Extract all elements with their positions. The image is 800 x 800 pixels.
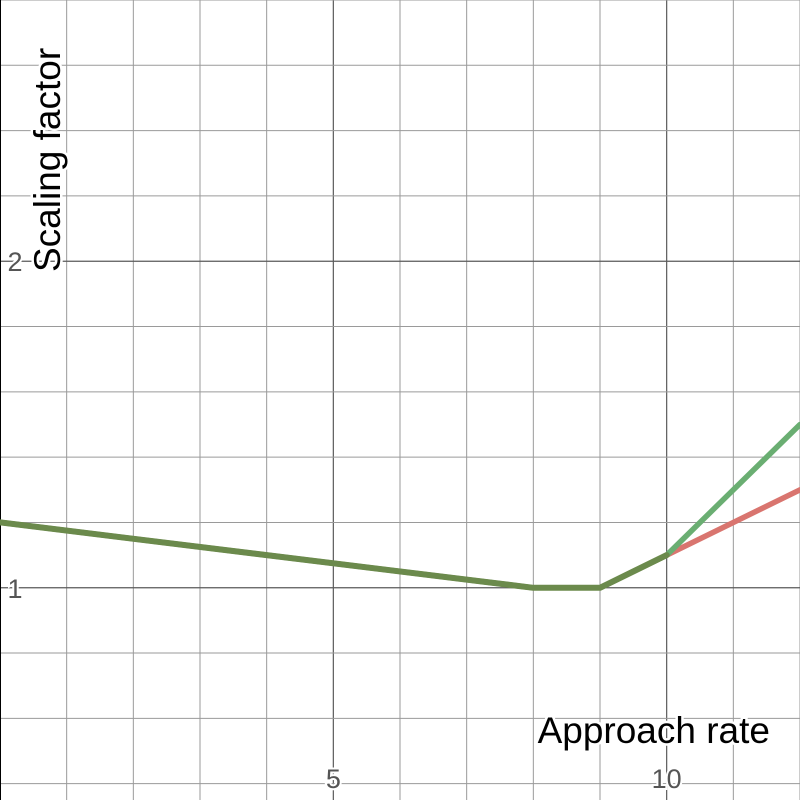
series-group xyxy=(0,421,800,591)
tick-labels: 5 10 1 2 xyxy=(5,245,683,796)
y-tick-label: 2 xyxy=(7,247,22,277)
x-tick-label: 5 xyxy=(326,764,341,794)
x-axis-label: Approach rate xyxy=(538,710,770,751)
series-overlap-line xyxy=(0,519,670,591)
y-axis-label: Scaling factor xyxy=(27,48,68,272)
y-tick-label: 1 xyxy=(7,574,22,604)
x-tick-label: 10 xyxy=(652,764,682,794)
